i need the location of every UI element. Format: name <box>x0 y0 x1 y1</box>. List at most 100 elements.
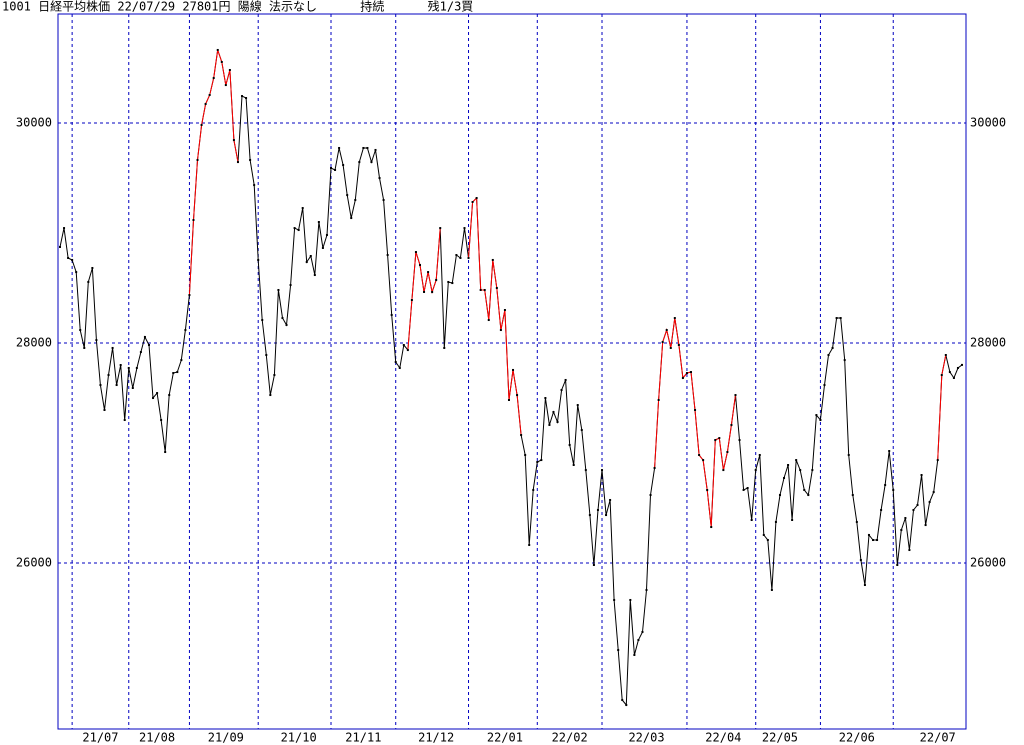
chart-title: 1001 日経平均株価 22/07/29 27801円 陽線 法示なし 持続 残… <box>2 0 473 14</box>
point <box>912 508 915 511</box>
point <box>382 199 385 202</box>
point <box>811 469 814 472</box>
point <box>584 469 587 472</box>
point <box>301 207 304 210</box>
point <box>596 508 599 511</box>
point <box>455 254 458 257</box>
point <box>952 376 955 379</box>
price-line <box>59 49 963 707</box>
point <box>366 146 369 149</box>
point <box>410 299 413 301</box>
point <box>758 453 761 456</box>
point <box>863 584 866 587</box>
point <box>698 453 701 456</box>
point <box>208 93 211 96</box>
point <box>928 500 931 503</box>
point <box>714 439 717 442</box>
point <box>770 588 773 591</box>
point <box>119 364 122 367</box>
point <box>872 539 875 542</box>
point <box>83 346 86 349</box>
point <box>823 384 826 387</box>
point <box>649 494 652 497</box>
x-tick-label: 22/01 <box>487 731 523 745</box>
point <box>900 529 903 532</box>
point <box>609 498 612 501</box>
y-tick-label: 26000 <box>16 556 52 570</box>
point <box>487 319 490 322</box>
point <box>629 598 632 601</box>
plot-frame <box>57 13 967 730</box>
point <box>783 476 786 479</box>
highlight-line <box>407 228 441 351</box>
point <box>896 563 899 566</box>
point <box>362 146 365 149</box>
point <box>241 95 244 98</box>
point <box>689 371 692 374</box>
point <box>706 488 709 491</box>
point <box>799 469 802 472</box>
x-tick-label: 22/03 <box>628 731 664 745</box>
point <box>224 84 227 87</box>
point <box>330 167 333 169</box>
y-tick-label-right: 30000 <box>970 116 1006 130</box>
point <box>908 549 911 552</box>
point <box>176 371 179 374</box>
point <box>143 335 146 338</box>
point <box>63 227 66 230</box>
y-tick-label: 28000 <box>16 336 52 350</box>
point <box>172 372 175 375</box>
point <box>605 514 608 517</box>
point <box>803 488 806 491</box>
point <box>293 227 296 230</box>
point <box>657 398 660 401</box>
point <box>787 464 790 466</box>
point <box>839 317 842 320</box>
point <box>681 376 684 379</box>
point <box>512 368 515 371</box>
point <box>443 346 446 349</box>
point <box>633 653 636 656</box>
point <box>354 199 357 202</box>
point <box>956 366 959 369</box>
point <box>580 429 583 432</box>
point <box>342 164 345 167</box>
y-tick-label: 30000 <box>16 116 52 130</box>
point <box>127 366 130 369</box>
point <box>431 290 434 293</box>
point <box>880 508 883 511</box>
point <box>576 404 579 407</box>
point <box>370 161 373 164</box>
point <box>742 488 745 491</box>
point <box>414 251 417 254</box>
point <box>564 378 567 381</box>
point <box>916 504 919 507</box>
point <box>876 539 879 542</box>
point <box>75 271 78 274</box>
point <box>232 139 235 142</box>
point <box>204 102 207 105</box>
point <box>819 419 822 422</box>
point <box>249 158 252 161</box>
point <box>738 439 741 442</box>
point <box>99 384 102 387</box>
point <box>257 258 260 261</box>
point <box>289 284 292 287</box>
point <box>528 543 531 546</box>
point <box>726 451 729 454</box>
point <box>552 410 555 413</box>
point <box>358 161 361 164</box>
point <box>888 450 891 453</box>
point <box>815 414 818 417</box>
point <box>572 464 575 466</box>
point <box>423 290 426 293</box>
point <box>439 227 442 230</box>
point <box>677 343 680 346</box>
x-tick-label: 22/06 <box>839 731 875 745</box>
x-tick-label: 21/10 <box>281 731 317 745</box>
point <box>730 423 733 426</box>
highlight-line <box>188 49 239 296</box>
point <box>350 217 353 220</box>
point <box>273 374 276 377</box>
